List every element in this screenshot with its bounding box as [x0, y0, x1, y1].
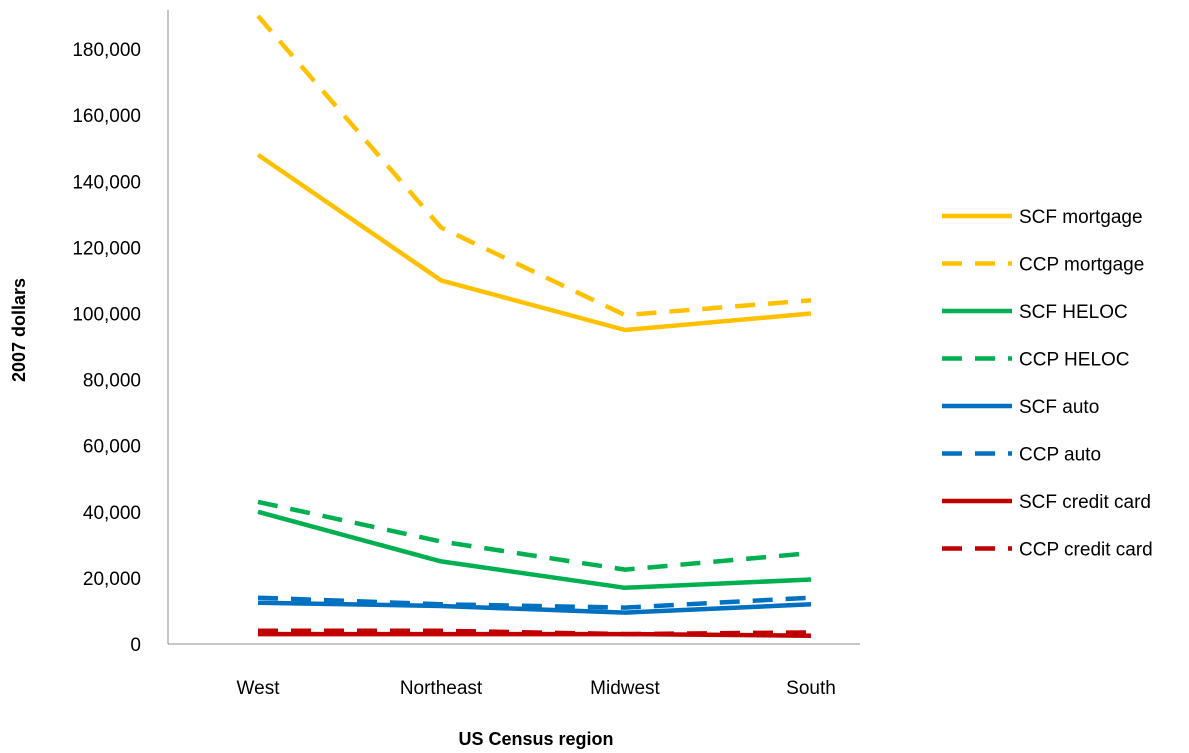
x-axis-title: US Census region — [458, 729, 613, 749]
x-tick-label: Midwest — [590, 678, 660, 699]
x-tick-label: Northeast — [400, 678, 483, 699]
y-tick-label: 140,000 — [72, 172, 141, 193]
series-line-scf-mortgage — [256, 152, 812, 333]
y-tick-label: 80,000 — [83, 371, 141, 392]
series-line-ccp-mortgage — [256, 14, 812, 318]
legend-item: SCF HELOC — [942, 302, 1128, 323]
y-tick-label: 160,000 — [72, 106, 141, 127]
y-axis-title: 2007 dollars — [9, 278, 29, 382]
series-lines — [256, 14, 812, 638]
y-tick-label: 0 — [130, 635, 141, 656]
axes — [167, 10, 860, 645]
y-tick-label: 40,000 — [83, 503, 141, 524]
legend-item: SCF credit card — [942, 492, 1151, 513]
legend-label: SCF credit card — [1019, 492, 1151, 513]
y-tick-label: 180,000 — [72, 40, 141, 61]
legend-item: CCP HELOC — [942, 350, 1130, 371]
legend-item: CCP credit card — [942, 540, 1153, 561]
x-tick-label: South — [786, 678, 836, 699]
legend-label: CCP credit card — [1019, 540, 1153, 561]
legend-label: CCP auto — [1019, 445, 1101, 466]
series-line-ccp-credit-card — [258, 628, 812, 637]
series-line-scf-heloc — [257, 509, 812, 591]
legend: SCF mortgage CCP mortgage SCF HELOC CCP HEL… — [942, 207, 1153, 561]
legend-item: SCF auto — [942, 397, 1099, 418]
y-tick-labels: 0 20,000 40,000 60,000 80,000 100,000 120,000 1… — [72, 40, 141, 656]
y-tick-label: 100,000 — [72, 304, 141, 325]
series-line-scf-auto — [257, 600, 812, 615]
legend-label: CCP HELOC — [1019, 350, 1130, 371]
y-tick-label: 20,000 — [83, 569, 141, 590]
y-tick-label: 120,000 — [72, 238, 141, 259]
series-line-ccp-heloc — [257, 499, 812, 572]
legend-label: SCF auto — [1019, 397, 1099, 418]
x-tick-labels: West Northeast Midwest South — [237, 678, 836, 699]
legend-item: CCP mortgage — [942, 255, 1144, 276]
y-tick-label: 60,000 — [83, 437, 141, 458]
legend-item: CCP auto — [942, 445, 1101, 466]
legend-label: SCF mortgage — [1019, 207, 1143, 228]
x-tick-label: West — [237, 678, 281, 699]
legend-label: CCP mortgage — [1019, 255, 1144, 276]
series-line-ccp-auto — [257, 595, 812, 610]
legend-label: SCF HELOC — [1019, 302, 1128, 323]
legend-item: SCF mortgage — [942, 207, 1143, 228]
